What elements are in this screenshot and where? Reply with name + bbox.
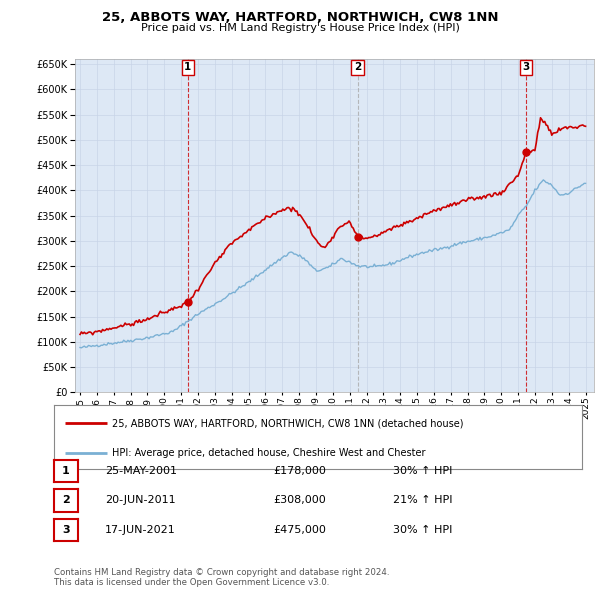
- Text: 25-MAY-2001: 25-MAY-2001: [105, 466, 177, 476]
- Text: 2: 2: [62, 496, 70, 505]
- Text: 17-JUN-2021: 17-JUN-2021: [105, 525, 176, 535]
- Text: 25, ABBOTS WAY, HARTFORD, NORTHWICH, CW8 1NN: 25, ABBOTS WAY, HARTFORD, NORTHWICH, CW8…: [102, 11, 498, 24]
- Text: 25, ABBOTS WAY, HARTFORD, NORTHWICH, CW8 1NN (detached house): 25, ABBOTS WAY, HARTFORD, NORTHWICH, CW8…: [112, 418, 464, 428]
- Text: 20-JUN-2011: 20-JUN-2011: [105, 496, 176, 505]
- Text: 1: 1: [184, 63, 191, 73]
- Text: 30% ↑ HPI: 30% ↑ HPI: [393, 525, 452, 535]
- Text: 3: 3: [62, 525, 70, 535]
- Text: This data is licensed under the Open Government Licence v3.0.: This data is licensed under the Open Gov…: [54, 578, 329, 588]
- Text: 3: 3: [522, 63, 530, 73]
- Text: £308,000: £308,000: [273, 496, 326, 505]
- Text: Contains HM Land Registry data © Crown copyright and database right 2024.: Contains HM Land Registry data © Crown c…: [54, 568, 389, 577]
- Text: 2: 2: [354, 63, 361, 73]
- Text: 30% ↑ HPI: 30% ↑ HPI: [393, 466, 452, 476]
- Text: £475,000: £475,000: [273, 525, 326, 535]
- Text: £178,000: £178,000: [273, 466, 326, 476]
- Text: Price paid vs. HM Land Registry's House Price Index (HPI): Price paid vs. HM Land Registry's House …: [140, 24, 460, 33]
- Text: HPI: Average price, detached house, Cheshire West and Chester: HPI: Average price, detached house, Ches…: [112, 448, 425, 458]
- Text: 21% ↑ HPI: 21% ↑ HPI: [393, 496, 452, 505]
- Text: 1: 1: [62, 466, 70, 476]
